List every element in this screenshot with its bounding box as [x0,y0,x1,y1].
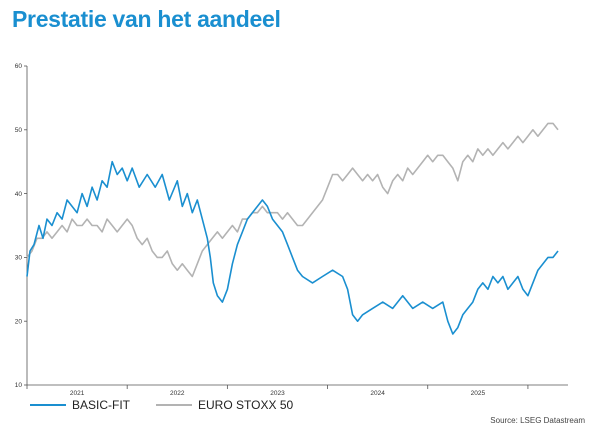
source-note: Source: LSEG Datastream [490,416,585,425]
x-tick-label-2022: 2022 [170,390,185,397]
y-tick-label-60: 60 [15,63,23,70]
x-tick-label-2021: 2021 [70,390,85,397]
chart-axes: 10 20 30 40 50 60 2021 2022 2023 2024 2025 [15,63,568,397]
x-tick-label-2024: 2024 [370,390,385,397]
legend-label-basic-fit: BASIC-FIT [72,398,131,412]
legend-swatch-euro-stoxx-50 [156,404,193,406]
legend-item-euro-stoxx-50: EURO STOXX 50 [156,398,293,412]
y-tick-label-10: 10 [15,382,23,389]
x-tick-label-2025: 2025 [471,390,486,397]
y-tick-label-40: 40 [15,191,23,198]
series-line-basic-fit [26,160,559,335]
y-tick-label-20: 20 [15,318,23,325]
y-tick-label-50: 50 [15,127,23,134]
legend-swatch-basic-fit [30,404,66,406]
y-tick-label-30: 30 [15,255,23,262]
legend-item-basic-fit: BASIC-FIT [30,398,130,412]
x-tick-label-2023: 2023 [270,390,285,397]
chart-legend: BASIC-FIT EURO STOXX 50 [30,398,319,412]
series-line-euro-stoxx-50 [26,122,559,278]
chart-series-layer [26,122,559,335]
page-title: Prestatie van het aandeel [12,6,281,32]
legend-label-euro-stoxx-50: EURO STOXX 50 [198,398,294,412]
